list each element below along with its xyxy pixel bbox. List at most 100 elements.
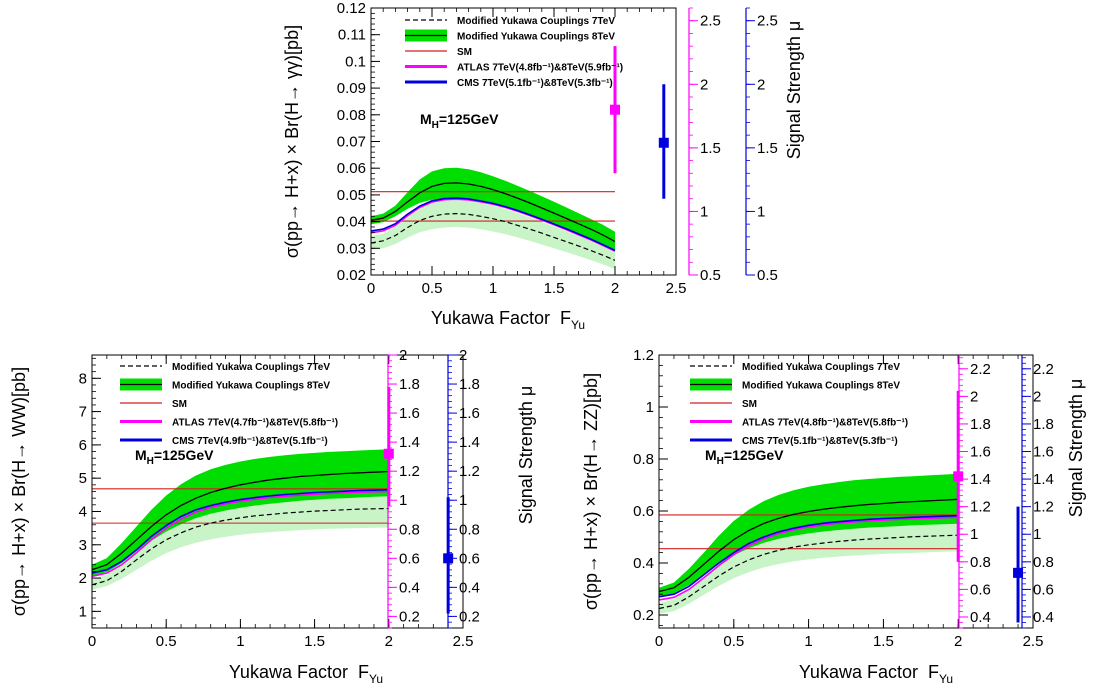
mass-annotation-rest: =125GeV	[439, 111, 499, 127]
y-tick-label: 0.05	[337, 187, 366, 204]
y-tick-label: 0.09	[337, 80, 366, 97]
mass-annotation: MH=125GeV	[705, 447, 784, 467]
mass-annotation-rest: =125GeV	[724, 447, 784, 463]
band-7tev	[371, 200, 615, 270]
x-axis-title-sub: Yu	[369, 672, 383, 686]
x-tick-label: 2	[611, 280, 619, 297]
cms-mu-axis-tick-label: 1	[1033, 526, 1041, 543]
cms-mu-axis-tick-label: 1.2	[459, 463, 480, 480]
x-axis-title-f: F	[560, 308, 571, 328]
atlas-mu-axis-tick-label: 0.4	[399, 579, 420, 596]
legend-label-cms: CMS 7TeV(5.1fb⁻¹)&8TeV(5.3fb⁻¹)	[742, 436, 898, 447]
mass-annotation: MH=125GeV	[420, 111, 499, 131]
atlas-mu-axis-tick-label: 1	[399, 492, 407, 509]
y-tick-label: 0.1	[345, 53, 366, 70]
legend-label-dash7: Modified Yukawa Couplings 7TeV	[457, 16, 615, 27]
legend: Modified Yukawa Couplings 7TeV Modified Y…	[120, 362, 338, 447]
atlas-mu-axis-tick-label: 1	[970, 526, 978, 543]
atlas-mu-axis-tick-label: 1.5	[700, 140, 721, 157]
cms-mu-axis-tick-label: 2.2	[1033, 361, 1054, 378]
x-tick-label: 0.5	[422, 280, 443, 297]
x-axis-title: Yukawa Factor FYu	[229, 662, 383, 686]
cms-mu-axis-tick-label: 1.4	[459, 434, 480, 451]
cms-point-marker	[443, 553, 454, 564]
cms-curve	[92, 489, 389, 574]
mass-annotation-sub: H	[717, 456, 724, 467]
y-tick-label: 7	[79, 404, 87, 421]
atlas-mu-axis-tick-label: 2	[399, 347, 407, 364]
atlas-mu-axis-tick-label: 0.8	[399, 521, 420, 538]
x-axis-title-text: Yukawa Factor	[799, 662, 918, 682]
y-axis-title: σ(pp→ H+x) × Br(H→ ZZ)[pb]	[581, 373, 601, 610]
band-8tev	[371, 167, 615, 251]
cms-mu-axis-tick-label: 1.4	[1033, 471, 1054, 488]
cms-mu-axis-tick-label: 1.2	[1033, 499, 1054, 516]
x-tick-label: 0	[655, 633, 663, 650]
x-tick-label: 0	[88, 633, 96, 650]
cms-mu-axis-tick-label: 2	[459, 347, 467, 364]
curve-8tev	[659, 498, 959, 593]
x-tick-label: 1.5	[304, 633, 325, 650]
cms-mu-axis-tick-label: 1.8	[1033, 416, 1054, 433]
x-tick-label: 1.5	[544, 280, 565, 297]
atlas-curve	[659, 516, 959, 601]
x-axis-title: Yukawa Factor FYu	[799, 662, 953, 686]
cms-mu-axis-tick-label: 2	[1033, 388, 1041, 405]
x-axis-title-f: F	[358, 662, 369, 682]
x-tick-label: 1	[236, 633, 244, 650]
y-tick-label: 2	[79, 570, 87, 587]
cms-point-marker	[1013, 567, 1024, 578]
atlas-mu-axis-tick-label: 0.4	[970, 609, 991, 626]
legend-label-band8: Modified Yukawa Couplings 8TeV	[172, 381, 330, 392]
y-tick-label: 0.08	[337, 107, 366, 124]
x-axis-title-text: Yukawa Factor	[431, 308, 550, 328]
x-axis-title-sub: Yu	[939, 672, 953, 686]
y-tick-label: 1.2	[633, 347, 654, 364]
atlas-curve	[92, 490, 389, 578]
curve-8tev	[92, 470, 389, 571]
legend-label-sm: SM	[457, 47, 472, 58]
cms-point-marker	[658, 137, 669, 148]
y-tick-label: 5	[79, 470, 87, 487]
atlas-mu-axis-tick-label: 1.4	[970, 471, 991, 488]
cms-mu-axis-tick-label: 2	[757, 76, 765, 93]
plot-frame	[658, 354, 1034, 629]
atlas-mu-axis-tick-label: 1.2	[970, 499, 991, 516]
atlas-mu-axis: 0.4 0.6 0.8 1 1.2 1.4 1.6 1.8 2 2.2	[958, 355, 991, 629]
atlas-mu-axis-tick-label: 0.6	[399, 550, 420, 567]
panel-gammagamma: 0 0.5 1 1.5 2 2.5 0.02 0.03 0.04 0.05 0.06 0.07 0.08…	[282, 0, 804, 332]
cms-mu-axis-tick-label: 2.5	[757, 13, 778, 30]
x-tick-label: 2.5	[453, 633, 474, 650]
x-axis-title-f: F	[928, 662, 939, 682]
x-tick-label: 2	[385, 633, 393, 650]
y-axis-title: σ(pp→ H+x) × Br(H→ WW)[pb]	[9, 367, 29, 616]
cms-mu-axis: 0.5 1 1.5 2 2.5	[745, 7, 778, 284]
atlas-mu-axis-tick-label: 1.8	[399, 376, 420, 393]
x-tick-label: 1	[489, 280, 497, 297]
y-tick-label: 0.03	[337, 240, 366, 257]
y-tick-label: 1	[646, 399, 654, 416]
signal-strength-title: Signal Strength μ	[784, 21, 804, 159]
cms-mu-axis: 0.4 0.6 0.8 1 1.2 1.4 1.6 1.8 2 2.2	[1021, 355, 1054, 629]
mass-annotation-sub: H	[147, 456, 154, 467]
x-axis-title: Yukawa Factor FYu	[431, 308, 585, 332]
legend-label-atlas: ATLAS 7TeV(4.8fb⁻¹)&8TeV(5.8fb⁻¹)	[742, 418, 908, 429]
band-8tev	[659, 473, 959, 597]
atlas-point-marker	[383, 448, 394, 459]
atlas-mu-axis-tick-label: 1.8	[970, 416, 991, 433]
signal-strength-title: Signal Strength μ	[1066, 379, 1086, 517]
cms-mu-axis-tick-label: 1.8	[459, 376, 480, 393]
y-tick-label: 0.8	[633, 451, 654, 468]
mass-annotation-sub: H	[432, 120, 439, 131]
curve-8tev	[371, 182, 616, 243]
atlas-mu-axis-tick-label: 1.6	[399, 405, 420, 422]
legend-label-sm: SM	[742, 399, 757, 410]
plot-area	[371, 167, 616, 270]
cms-mu-axis-tick-label: 0.8	[459, 521, 480, 538]
y-tick-label: 4	[79, 503, 87, 520]
legend-label-atlas: ATLAS 7TeV(4.8fb⁻¹)&8TeV(5.9fb⁻¹)	[457, 63, 623, 74]
plot-area	[92, 449, 389, 590]
atlas-mu-axis-tick-label: 1.4	[399, 434, 420, 451]
mass-annotation: MH=125GeV	[135, 447, 214, 467]
